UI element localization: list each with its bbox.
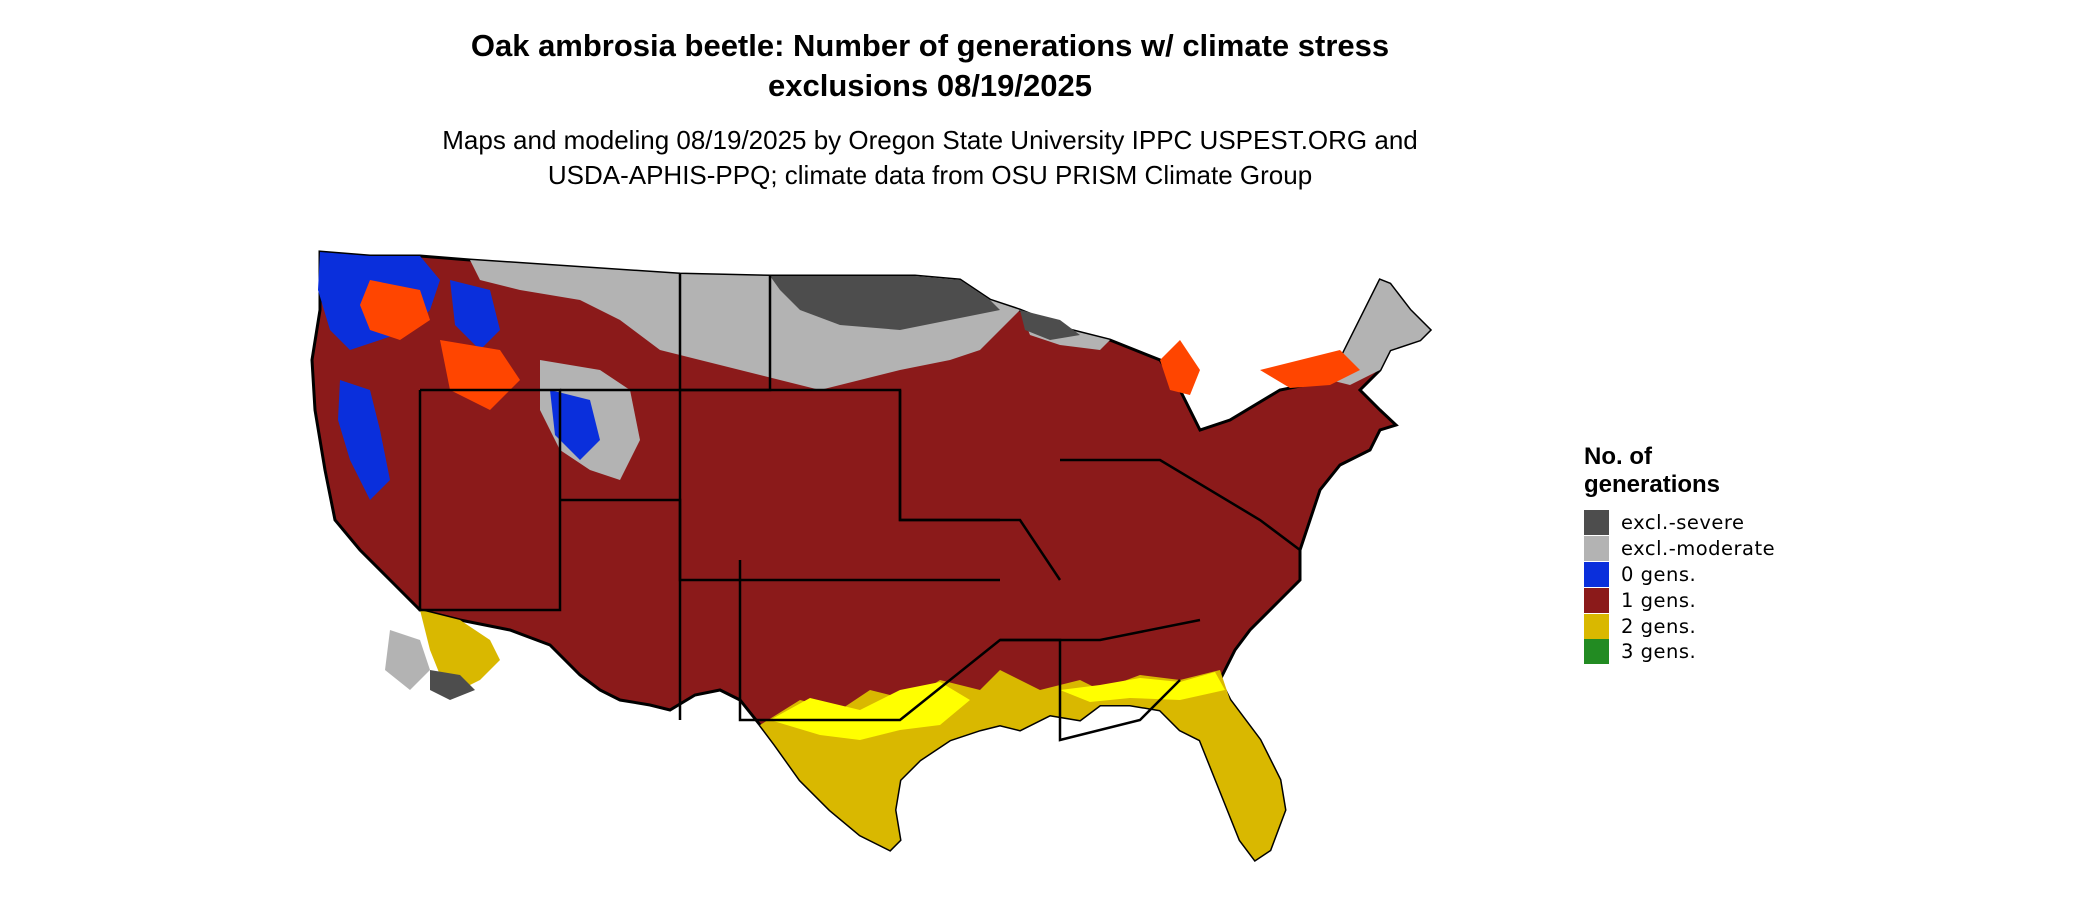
legend-swatch [1584, 561, 1609, 587]
us-generations-map [310, 250, 1433, 863]
gen2-arizona [420, 610, 500, 690]
legend-item: 2 gens. [1584, 613, 1864, 639]
excl-moderate-southwest [385, 630, 430, 690]
gen2-region [420, 610, 1285, 860]
border-south [738, 560, 1201, 722]
legend-list: excl.-severe excl.-moderate 0 gens. 1 gens.… [1584, 510, 1864, 665]
legend-title-line1: No. of [1584, 443, 1652, 470]
legend-swatch [1584, 639, 1609, 665]
legend: No. of generations excl.-severe excl.-mod… [1584, 443, 1864, 665]
border-east [1060, 458, 1301, 551]
legend-label: 0 gens. [1621, 562, 1697, 586]
border-west [418, 388, 562, 612]
excl-severe-wisconsin [1020, 310, 1080, 340]
legend-item: 3 gens. [1584, 639, 1864, 665]
excl-severe-region [430, 276, 1080, 700]
map-subtitle-line2: USDA-APHIS-PPQ; climate data from OSU PR… [547, 160, 1313, 190]
legend-label: 3 gens. [1621, 640, 1697, 664]
legend-label: excl.-moderate [1621, 537, 1776, 561]
legend-item: 0 gens. [1584, 561, 1864, 588]
legend-label: 1 gens. [1621, 588, 1697, 612]
legend-swatch [1584, 587, 1609, 613]
gen0-colorado [550, 390, 600, 460]
state-borders [418, 274, 1301, 742]
border-southwest [560, 498, 682, 720]
gen0-idaho [450, 280, 500, 350]
gen2-light-texas [770, 682, 970, 740]
gen1-transition-region [360, 280, 1360, 410]
border-central [678, 390, 1000, 582]
map-title: Oak ambrosia beetle: Number of generatio… [0, 26, 1860, 106]
border-midwest [898, 390, 1062, 581]
transition-northeast [1260, 350, 1360, 388]
map-title-line2: exclusions 08/19/2025 [767, 68, 1092, 103]
transition-rockies [440, 340, 520, 410]
legend-swatch [1584, 536, 1609, 562]
map-title-line1: Oak ambrosia beetle: Number of generatio… [470, 28, 1390, 63]
excl-moderate-northeast [1330, 280, 1430, 385]
border-southeast [1000, 638, 1181, 742]
legend-title-line2: generations [1584, 471, 1721, 498]
legend-item: excl.-severe [1584, 510, 1864, 536]
transition-pacific-northwest [360, 280, 430, 340]
gen0-sierra [338, 380, 390, 500]
legend-swatch [1584, 613, 1609, 639]
legend-item: excl.-moderate [1584, 536, 1864, 562]
legend-swatch [1584, 510, 1609, 536]
legend-item: 1 gens. [1584, 587, 1864, 613]
excl-severe-north [770, 276, 1000, 330]
excl-severe-arizona [430, 670, 475, 700]
legend-label: excl.-severe [1621, 511, 1745, 535]
map-subtitle: Maps and modeling 08/19/2025 by Oregon S… [0, 123, 1860, 193]
map-subtitle-line1: Maps and modeling 08/19/2025 by Oregon S… [442, 125, 1418, 155]
legend-title: No. of generations [1584, 443, 1784, 499]
legend-label: 2 gens. [1621, 614, 1697, 638]
gen2-light-southeast [1060, 672, 1225, 702]
transition-michigan [1160, 340, 1200, 395]
